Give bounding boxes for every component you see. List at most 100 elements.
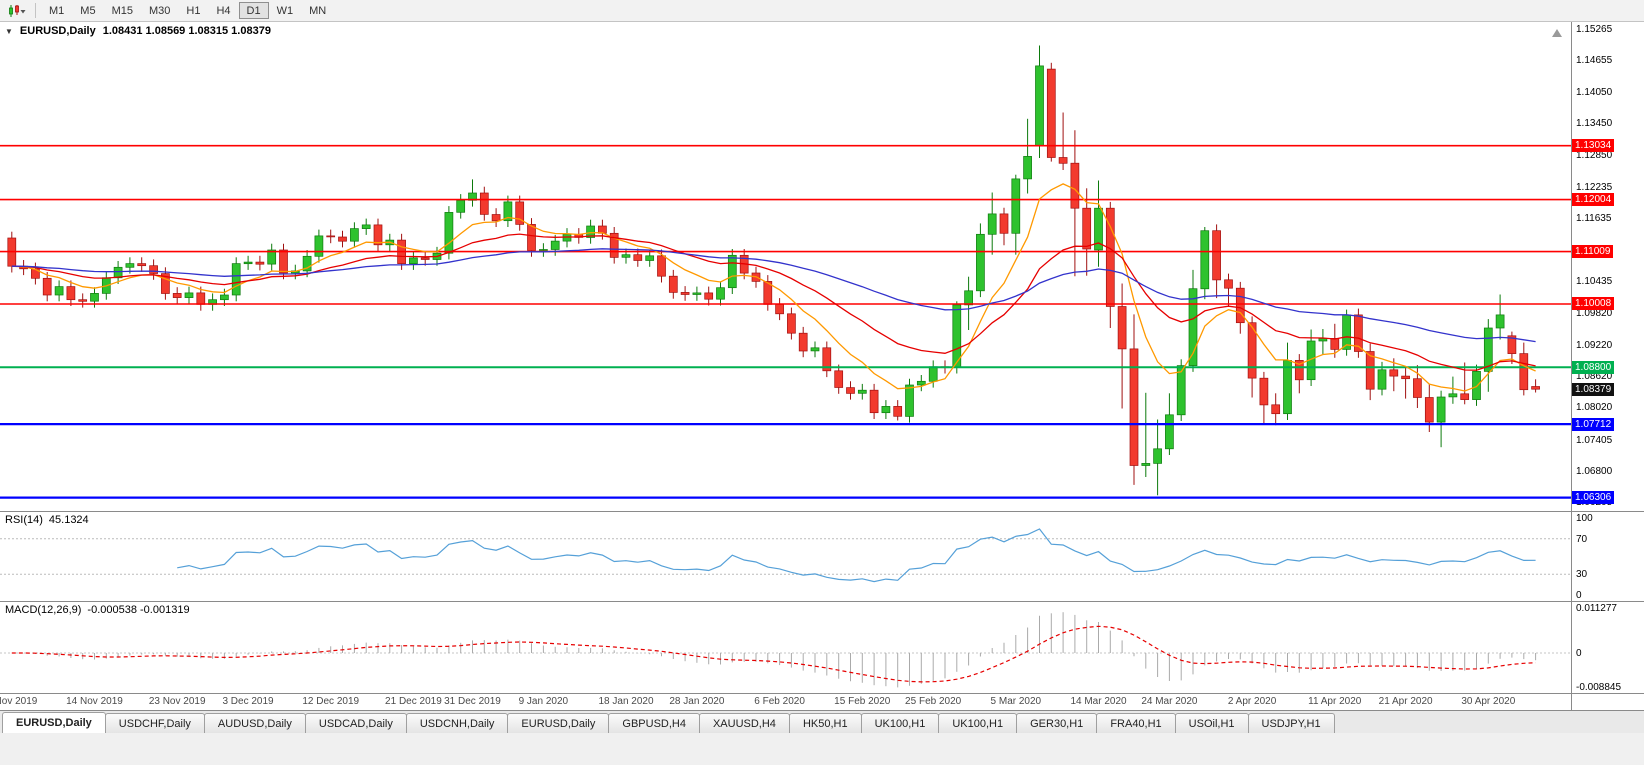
timeframe-button-m15[interactable]: M15 [111,5,133,17]
date-label: 5 Nov 2019 [0,696,38,707]
price-tick: 1.15265 [1576,24,1613,35]
macd-tick: -0.008845 [1576,682,1622,693]
price-line-label: 1.11009 [1572,245,1614,258]
timeframe-button-h4[interactable]: H4 [216,5,231,17]
chart-tab-10[interactable]: UK100,H1 [938,713,1018,733]
timeframe-button-d1[interactable]: D1 [238,2,269,19]
symbol-dropdown-icon: ▼ [5,26,13,36]
chart-tab-9[interactable]: UK100,H1 [860,713,940,733]
date-label: 3 Dec 2019 [222,696,274,707]
rsi-name: RSI(14) [5,514,43,526]
date-label: 11 Apr 2020 [1308,696,1362,707]
macd-name: MACD(12,26,9) [5,604,82,616]
chart-tab-8[interactable]: HK50,H1 [788,713,862,733]
price-chart-panel: ▼ EURUSD,Daily 1.08431 1.08569 1.08315 1… [0,22,1644,511]
macd-label: MACD(12,26,9) -0.000538 -0.001319 [5,604,190,616]
rsi-tick: 100 [1576,513,1593,524]
date-label: 28 Jan 2020 [669,696,725,707]
date-label: 18 Jan 2020 [598,696,654,707]
price-tick: 1.10435 [1576,276,1613,287]
date-label: 12 Dec 2019 [302,696,360,707]
timeframe-button-m1[interactable]: M1 [49,5,65,17]
date-label: 21 Apr 2020 [1378,696,1433,707]
date-label: 23 Nov 2019 [148,696,206,707]
price-tick: 1.13450 [1576,118,1613,129]
timeframe-button-w1[interactable]: W1 [276,5,294,17]
rsi-tick: 0 [1576,590,1582,601]
price-tick: 1.12850 [1576,150,1613,161]
price-tick: 1.14050 [1576,87,1613,98]
price-tick: 1.06800 [1576,466,1613,477]
bottom-spacer [0,733,1644,765]
chart-tab-0[interactable]: EURUSD,Daily [2,712,106,733]
chart-tab-14[interactable]: USDJPY,H1 [1247,713,1335,733]
price-tick: 1.14655 [1576,55,1613,66]
date-label: 6 Feb 2020 [754,696,805,707]
axis-corner [1571,694,1644,710]
price-line-label: 1.10008 [1572,297,1615,310]
rsi-tick: 30 [1576,569,1588,581]
price-tick: 1.11635 [1576,213,1612,224]
date-axis[interactable]: 5 Nov 2019 14 Nov 2019 23 Nov 2019 3 Dec 20… [0,694,1571,710]
date-label: 30 Apr 2020 [1461,696,1516,707]
price-tick: 1.12235 [1576,182,1613,193]
chart-tab-1[interactable]: USDCHF,Daily [104,713,205,733]
symbol-period-label: EURUSD,Daily [19,25,96,37]
chart-tab-6[interactable]: GBPUSD,H4 [608,713,700,733]
chart-tab-12[interactable]: FRA40,H1 [1096,713,1176,733]
chart-shift-marker [1552,29,1562,37]
date-label: 24 Mar 2020 [1141,696,1198,707]
rsi-value: 45.1324 [48,514,89,526]
chart-title: ▼ EURUSD,Daily 1.08431 1.08569 1.08315 1… [5,25,271,37]
current-price-label: 1.08379 [1572,383,1615,396]
date-label: 31 Dec 2019 [444,696,501,707]
price-tick: 1.07405 [1576,435,1613,446]
chart-tab-2[interactable]: AUDUSD,Daily [203,713,306,733]
date-label: 14 Nov 2019 [66,696,123,707]
timeframe-button-m5[interactable]: M5 [80,5,96,17]
price-plot[interactable]: ▼ EURUSD,Daily 1.08431 1.08569 1.08315 1… [0,22,1571,511]
price-tick: 1.09220 [1576,340,1613,351]
price-tick: 1.08620 [1576,371,1613,382]
price-line-label: 1.07712 [1572,418,1615,431]
time-axis-row: 5 Nov 2019 14 Nov 2019 23 Nov 2019 3 Dec 20… [0,693,1644,710]
macd-tick: 0.011277 [1576,603,1617,614]
chart-tab-7[interactable]: XAUUSD,H4 [698,713,790,733]
chart-tab-13[interactable]: USOil,H1 [1174,713,1249,733]
price-line-label: 1.13034 [1572,139,1615,152]
candlestick-chart-dropdown-icon[interactable] [4,3,30,19]
price-line-label: 1.06306 [1572,491,1615,504]
date-label: 25 Feb 2020 [905,696,962,707]
chart-tab-5[interactable]: EURUSD,Daily [507,713,610,733]
timeframe-button-m30[interactable]: M30 [148,5,171,17]
date-label: 15 Feb 2020 [834,696,891,707]
price-tick: 1.09820 [1576,308,1613,319]
price-line-label: 1.08800 [1572,361,1615,374]
ohlc-values: 1.08431 1.08569 1.08315 1.08379 [102,25,271,37]
timeframe-buttons: M1 M5 M15 M30 H1 H4 D1 W1 MN [41,2,334,19]
timeframe-button-mn[interactable]: MN [309,5,327,17]
macd-plot[interactable]: MACD(12,26,9) -0.000538 -0.001319 [0,602,1571,693]
date-label: 14 Mar 2020 [1070,696,1127,707]
macd-tick: 0 [1576,647,1582,659]
toolbar-separator [35,3,36,18]
rsi-label: RSI(14) 45.1324 [5,514,89,526]
price-axis[interactable]: 1.15265 1.14655 1.14050 1.13450 1.12850 1.122… [1571,22,1644,511]
rsi-axis[interactable]: 100 70 30 0 [1571,512,1644,601]
rsi-tick: 70 [1576,533,1588,545]
price-line-label: 1.12004 [1572,193,1615,206]
chart-tab-3[interactable]: USDCAD,Daily [304,713,407,733]
chart-tab-4[interactable]: USDCNH,Daily [405,713,509,733]
macd-axis[interactable]: 0.011277 0 -0.008845 [1571,602,1644,693]
macd-value: -0.000538 -0.001319 [87,604,190,616]
price-tick: 1.08020 [1576,402,1613,413]
date-label: 2 Apr 2020 [1227,696,1277,707]
timeframe-button-h1[interactable]: H1 [186,5,201,17]
date-label: 5 Mar 2020 [990,696,1042,707]
chart-tab-11[interactable]: GER30,H1 [1016,713,1098,733]
mini-candles-icon [9,4,26,17]
date-label: 21 Dec 2019 [385,696,442,707]
rsi-plot[interactable]: RSI(14) 45.1324 [0,512,1571,601]
chart-tabs: EURUSD,Daily USDCHF,Daily AUDUSD,Daily USDC… [0,710,1644,733]
